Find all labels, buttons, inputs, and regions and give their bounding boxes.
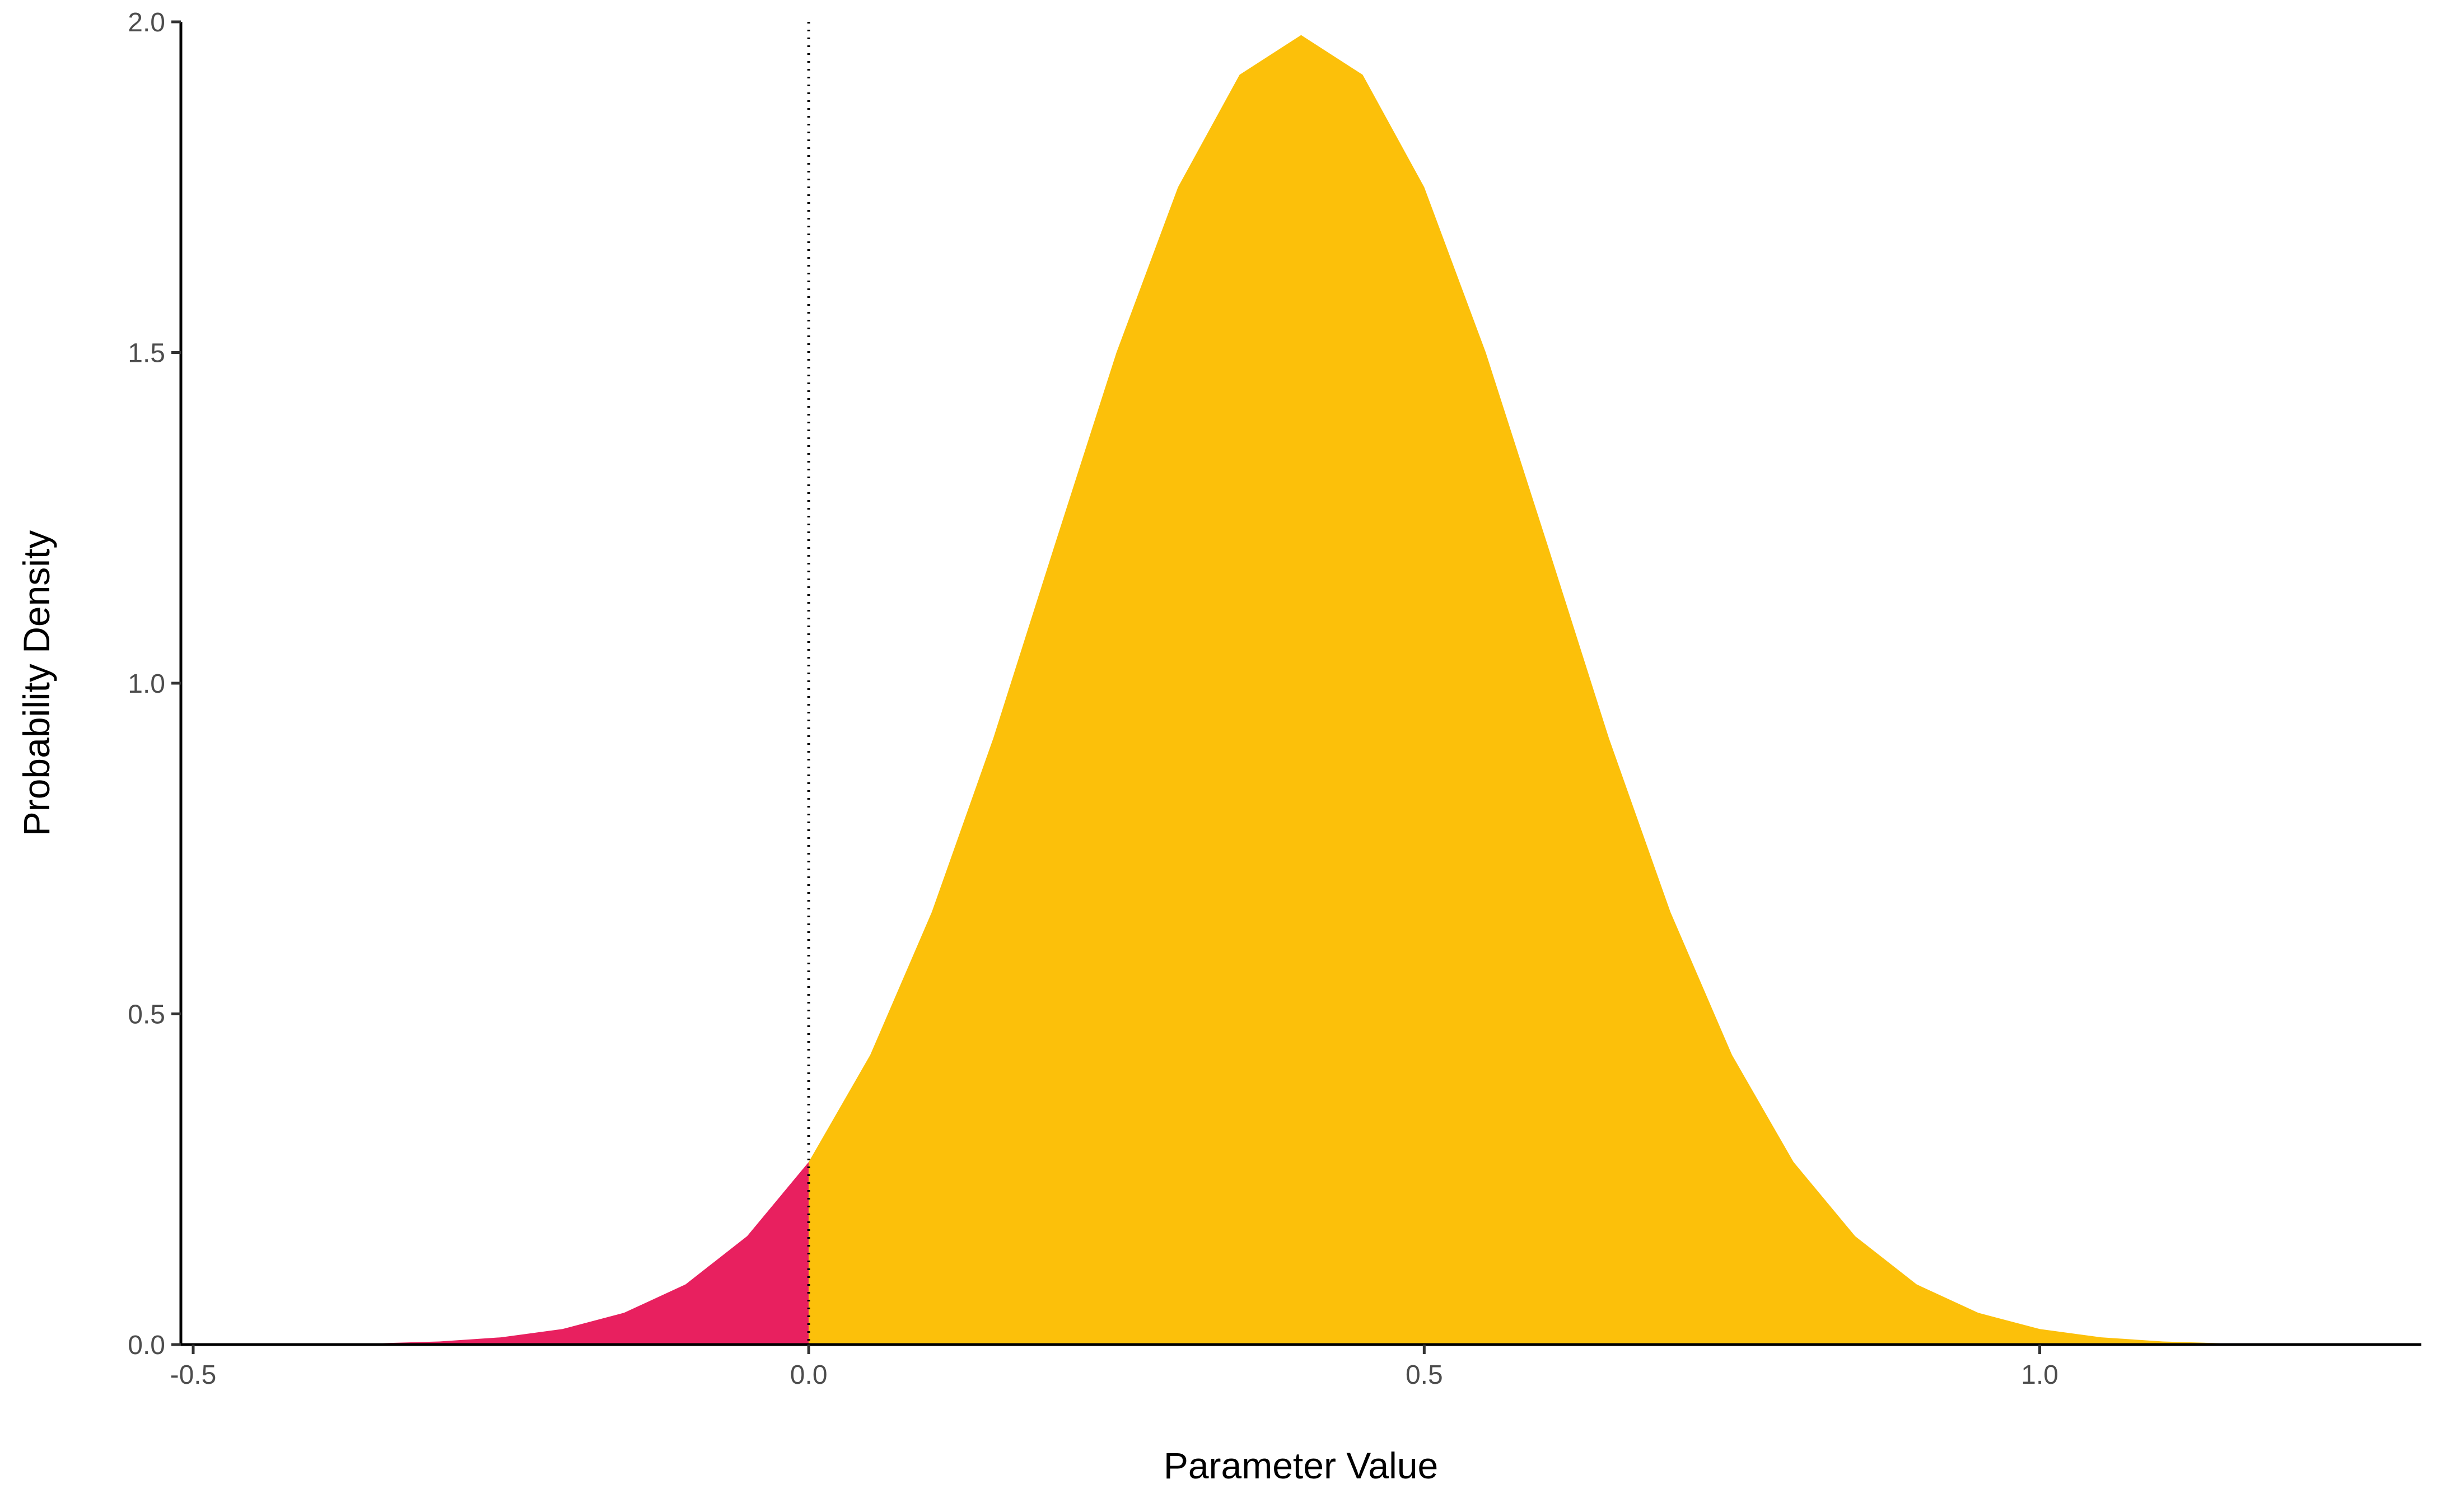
- x-tick-label: -0.5: [170, 1360, 217, 1390]
- density-area: [377, 1162, 809, 1345]
- density-area: [809, 35, 2225, 1345]
- y-tick-label: 0.5: [128, 1000, 165, 1030]
- x-tick-label: 1.0: [2021, 1360, 2058, 1390]
- x-tick-label: 0.5: [1406, 1360, 1443, 1390]
- y-axis-title: Probability Density: [16, 530, 57, 837]
- y-tick-label: 1.5: [128, 339, 165, 368]
- y-tick-label: 1.0: [128, 669, 165, 699]
- x-axis-title: Parameter Value: [1164, 1445, 1438, 1486]
- y-tick-label: 0.0: [128, 1331, 165, 1360]
- x-tick-label: 0.0: [790, 1360, 828, 1390]
- y-tick-label: 2.0: [128, 8, 165, 38]
